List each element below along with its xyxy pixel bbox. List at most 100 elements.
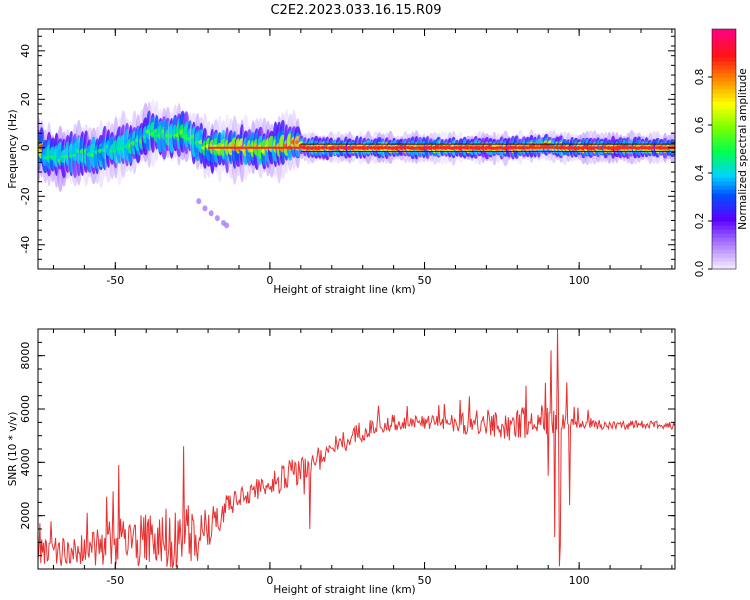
colorbar-segment [712,73,736,78]
colorbar-segment [712,177,736,182]
y-tick-label: 20 [19,92,32,106]
colorbar-segment [712,93,736,98]
colorbar-tick-label: 0.0 [694,261,706,278]
x-tick-label: 0 [266,574,273,587]
colorbar-segment [712,201,736,206]
colorbar-segment [712,113,736,118]
x-axis-label: Height of straight line (km) [273,584,415,596]
colorbar-segment [712,197,736,202]
colorbar-segment [712,205,736,210]
colorbar-segment [712,253,736,258]
colorbar-segment [712,109,736,114]
colorbar-segment [712,245,736,250]
x-tick-label: 50 [418,574,432,587]
x-axis-label: Height of straight line (km) [273,284,415,296]
spectrogram-panel: -50 0 50 100 Height of straight line (km) -40… [7,28,676,296]
colorbar-segment [712,185,736,190]
colorbar-segment [712,57,736,62]
colorbar-segment [712,149,736,154]
colorbar-segment [712,145,736,150]
axes-frame [37,28,676,270]
colorbar-segment [712,181,736,186]
colorbar-segment [712,85,736,90]
colorbar-segment [712,69,736,74]
x-tick-label: 100 [569,274,590,287]
colorbar-segment [712,225,736,230]
colorbar-segment [712,261,736,266]
y-axis-label: Frequency (Hz) [7,109,19,188]
colorbar-segment [712,65,736,70]
colorbar-segment [712,221,736,226]
colorbar-segment [712,49,736,54]
colorbar-segment [712,161,736,166]
colorbar-label: Normalized spectral amplitude [737,68,749,229]
y-tick-label: 40 [19,44,32,58]
colorbar-segment [712,189,736,194]
colorbar-segment [712,169,736,174]
colorbar-tick-label: 0.2 [694,213,706,230]
colorbar: 0.0 0.2 0.4 0.6 0.8 Normalized spectral ampli… [694,28,749,278]
colorbar-segment [712,97,736,102]
snr-panel: -50 0 50 100 Height of straight line (km) 200… [7,328,676,596]
colorbar-segment [712,101,736,106]
scatter-point [214,215,220,222]
colorbar-segment [712,237,736,242]
y-tick-label: 6000 [19,395,32,423]
colorbar-segment [712,265,736,270]
scatter-point [224,222,230,229]
colorbar-segment [712,133,736,138]
colorbar-segment [712,249,736,254]
scatter-point [208,210,214,217]
x-tick-label: 100 [569,574,590,587]
colorbar-tick-label: 0.8 [694,69,706,86]
colorbar-segment [712,81,736,86]
colorbar-segment [712,257,736,262]
colorbar-segment [712,193,736,198]
chart-title: C2E2.2023.033.16.15.R09 [270,3,441,18]
colorbar-segment [712,117,736,122]
colorbar-segment [712,129,736,134]
colorbar-segment [712,141,736,146]
colorbar-tick-label: 0.6 [694,116,706,133]
colorbar-segment [712,89,736,94]
colorbar-segment [712,45,736,50]
colorbar-segment [712,209,736,214]
colorbar-segment [712,213,736,218]
x-tick-label: 50 [418,274,432,287]
colorbar-frame [711,28,737,270]
y-tick-label: -40 [19,236,32,254]
colorbar-segment [712,217,736,222]
x-tick-label: -50 [106,574,124,587]
spectrogram-image [38,99,675,229]
colorbar-segment [712,29,736,34]
colorbar-tick-label: 0.4 [694,164,706,181]
y-tick-label: 0 [19,144,32,151]
y-tick-label: 2000 [19,502,32,530]
colorbar-segment [712,41,736,46]
colorbar-segment [712,157,736,162]
colorbar-segment [712,105,736,110]
colorbar-segment [712,61,736,66]
x-tick-label: -50 [106,274,124,287]
x-tick-label: 0 [266,274,273,287]
colorbar-segment [712,77,736,82]
colorbar-segment [712,137,736,142]
colorbar-segment [712,53,736,58]
y-tick-label: 4000 [19,448,32,476]
scatter-point [202,205,208,212]
y-tick-label: 8000 [19,342,32,370]
colorbar-segment [712,37,736,42]
y-tick-label: -20 [19,187,32,205]
colorbar-segment [712,233,736,238]
colorbar-segment [712,165,736,170]
axes-frame [37,328,676,570]
colorbar-segment [712,173,736,178]
colorbar-segment [712,125,736,130]
colorbar-segment [712,153,736,158]
scatter-point [196,198,202,205]
colorbar-segment [712,241,736,246]
colorbar-segment [712,33,736,38]
colorbar-segment [712,121,736,126]
y-axis-label: SNR (10 * v/v) [7,412,19,487]
